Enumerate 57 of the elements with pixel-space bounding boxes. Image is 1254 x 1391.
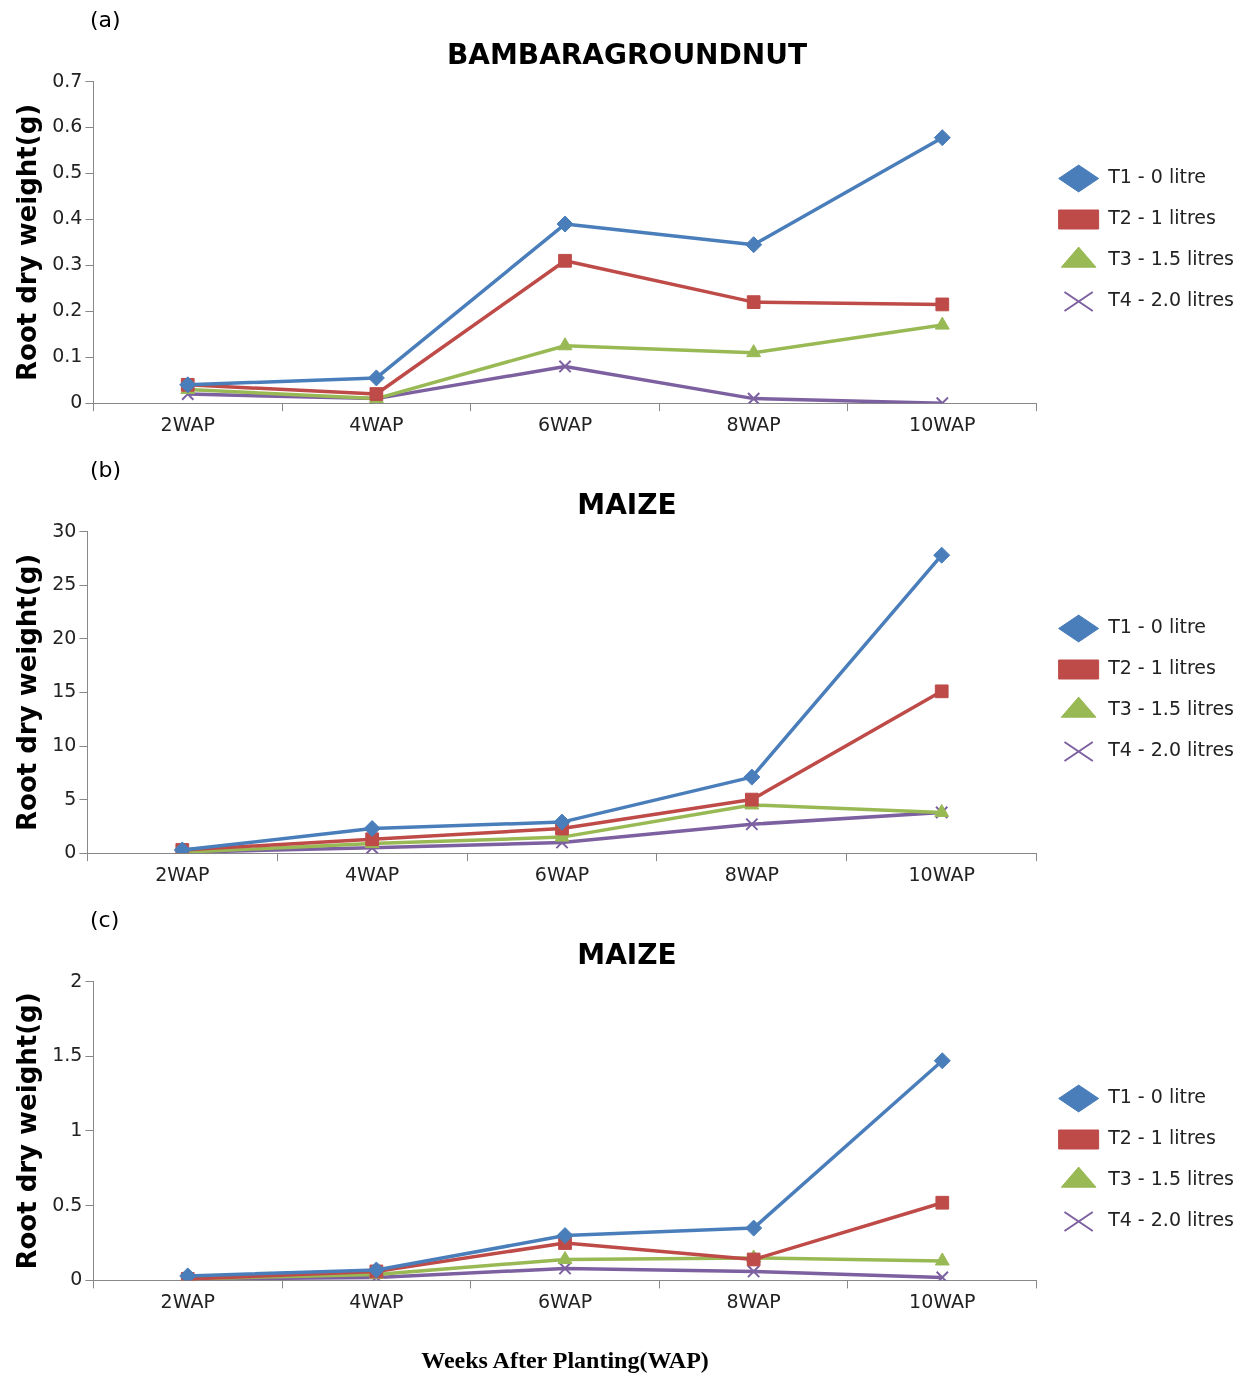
y-tick-label: 30	[52, 518, 77, 541]
x-tick-label: 4WAP	[349, 1289, 404, 1312]
legend-label: T1 - 0 litre	[1107, 165, 1206, 188]
y-tick-label: 0.7	[52, 68, 83, 91]
y-tick-label: 0.6	[52, 114, 83, 137]
y-tick-label: 0	[70, 390, 83, 413]
y-tick-label: 1	[70, 1117, 83, 1140]
y-tick-label: 15	[52, 679, 77, 702]
legend-label: T4 - 2.0 litres	[1107, 1208, 1234, 1231]
x-tick-label: 8WAP	[724, 862, 779, 885]
y-tick-label: 0.1	[52, 344, 83, 367]
y-tick-label: 0.5	[52, 1192, 83, 1215]
x-tick-label: 2WAP	[160, 1289, 215, 1312]
x-tick-label: 6WAP	[537, 412, 593, 435]
x-axis-title: Weeks After Planting(WAP)	[421, 1346, 709, 1373]
x-tick-label: 4WAP	[345, 862, 400, 885]
legend-label: T2 - 1 litres	[1107, 1126, 1216, 1149]
x-tick-label: 2WAP	[160, 412, 215, 435]
legend-label: T3 - 1.5 litres	[1107, 1167, 1234, 1190]
y-axis-title: Root dry weight(g)	[12, 103, 43, 381]
x-tick-label: 8WAP	[726, 1289, 781, 1312]
y-tick-label: 5	[64, 786, 77, 809]
legend-label: T4 - 2.0 litres	[1107, 738, 1234, 761]
chart-title: MAIZE	[577, 938, 677, 972]
y-tick-label: 10	[52, 732, 77, 755]
text: (b)	[90, 456, 122, 482]
y-tick-label: 0.2	[52, 298, 83, 321]
x-tick-label: 10WAP	[908, 862, 975, 885]
legend-label: T4 - 2.0 litres	[1107, 288, 1234, 311]
x-tick-label: 10WAP	[909, 1289, 976, 1312]
y-tick-label: 25	[52, 572, 77, 595]
chart-title: MAIZE	[577, 488, 677, 522]
x-tick-label: 2WAP	[155, 862, 210, 885]
legend-label: T1 - 0 litre	[1107, 1085, 1206, 1108]
y-tick-label: 0.4	[52, 206, 83, 229]
text: (a)	[90, 6, 121, 32]
x-tick-label: 8WAP	[726, 412, 781, 435]
text: (c)	[90, 906, 120, 932]
y-tick-label: 0.3	[52, 252, 83, 275]
legend-label: T3 - 1.5 litres	[1107, 247, 1234, 270]
chart-title: BAMBARAGROUNDNUT	[446, 38, 808, 72]
y-tick-label: 20	[52, 625, 77, 648]
y-tick-label: 0	[64, 840, 77, 863]
x-tick-label: 6WAP	[537, 1289, 593, 1312]
y-axis-title: Root dry weight(g)	[12, 992, 43, 1270]
x-tick-label: 10WAP	[909, 412, 976, 435]
y-tick-label: 2	[70, 968, 83, 991]
y-axis-title: Root dry weight(g)	[12, 553, 43, 831]
x-tick-label: 6WAP	[534, 862, 590, 885]
y-tick-label: 0.5	[52, 160, 83, 183]
legend-label: T2 - 1 litres	[1107, 206, 1216, 229]
legend-label: T1 - 0 litre	[1107, 615, 1206, 638]
x-tick-label: 4WAP	[349, 412, 404, 435]
legend-label: T3 - 1.5 litres	[1107, 697, 1234, 720]
y-tick-label: 1.5	[52, 1043, 83, 1066]
legend-label: T2 - 1 litres	[1107, 656, 1216, 679]
y-tick-label: 0	[70, 1267, 83, 1290]
